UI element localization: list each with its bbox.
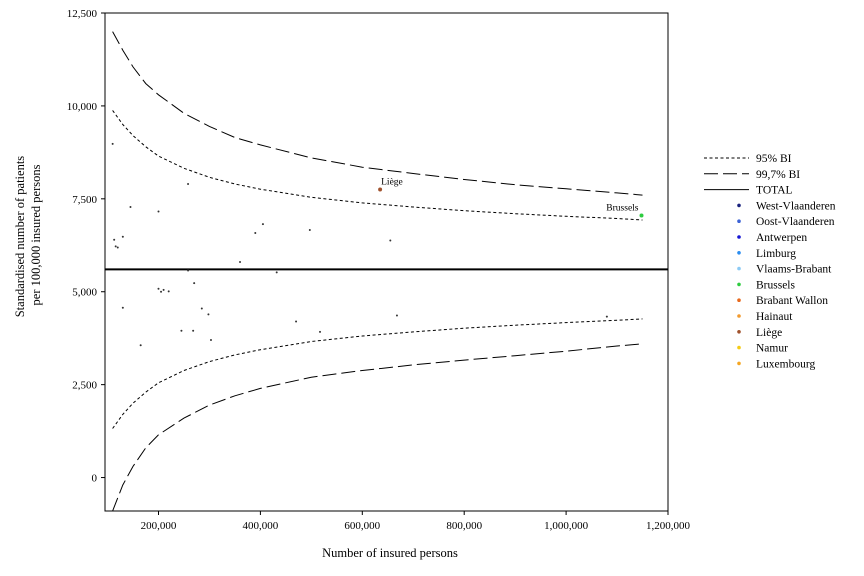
point-label: Liège: [381, 178, 403, 188]
data-point: [605, 315, 608, 318]
legend-label: Hainaut: [756, 311, 793, 323]
legend-label: Liège: [756, 327, 782, 339]
x-tick-label: 200,000: [141, 520, 177, 532]
data-point: [295, 320, 298, 323]
data-point: [187, 182, 190, 185]
highlight-point: [378, 187, 383, 192]
y-tick-label: 5,000: [72, 287, 97, 299]
legend: 95% BI 99,7% BI TOTAL West-Vlaanderen Oost-V…: [704, 153, 836, 370]
y-tick-label: 7,500: [72, 194, 97, 206]
data-point: [162, 288, 165, 291]
y-axis-label-line-2: per 100,000 insured persons: [29, 164, 43, 305]
x-axis-label: Number of insured persons: [322, 546, 458, 560]
data-point: [200, 307, 203, 310]
legend-marker: [737, 251, 741, 255]
data-point: [308, 229, 311, 232]
x-tick-label: 1,200,000: [646, 520, 691, 532]
band-997-upper: [112, 31, 643, 196]
data-point: [395, 314, 398, 317]
legend-marker: [737, 266, 741, 271]
data-point: [389, 239, 392, 242]
x-tick-label: 600,000: [344, 520, 380, 532]
data-points: [111, 142, 608, 347]
data-point: [157, 210, 160, 213]
legend-marker: [737, 330, 741, 334]
data-point: [129, 205, 132, 208]
data-point: [187, 269, 190, 272]
band-997-lower: [112, 343, 643, 512]
data-point: [113, 238, 116, 241]
band-95-lower: [112, 318, 643, 429]
plot-frame: [104, 12, 669, 512]
legend-marker: [737, 219, 741, 223]
legend-label: Brabant Wallon: [756, 295, 828, 307]
y-axis: 0 2,500 5,000 7,500 10,000 12,500: [67, 8, 105, 485]
data-point: [121, 235, 124, 238]
y-tick-label: 2,500: [72, 380, 97, 392]
data-point: [121, 306, 124, 309]
x-tick-label: 1,000,000: [544, 520, 589, 532]
y-axis-label-line-1: Standardised number of patients: [13, 156, 27, 318]
data-point: [180, 329, 183, 332]
legend-marker: [737, 314, 741, 318]
data-point: [114, 245, 117, 248]
highlight-point: [639, 213, 644, 218]
data-point: [319, 330, 322, 333]
data-point: [116, 246, 119, 249]
data-point: [209, 339, 212, 342]
data-point: [111, 142, 114, 145]
legend-label: TOTAL: [756, 185, 793, 197]
point-label: Brussels: [606, 204, 639, 214]
data-point: [275, 271, 278, 274]
y-axis-label: Standardised number of patients per 100,…: [13, 153, 43, 318]
highlighted-points: Liège Brussels: [378, 178, 644, 218]
y-tick-label: 0: [92, 473, 98, 485]
data-point: [192, 329, 195, 332]
x-tick-label: 400,000: [243, 520, 279, 532]
legend-marker: [737, 345, 741, 350]
confidence-bands: [112, 31, 643, 512]
data-point: [193, 282, 196, 285]
legend-marker: [737, 203, 741, 208]
legend-label: Oost-Vlaanderen: [756, 216, 835, 228]
legend-label: Limburg: [756, 248, 796, 260]
band-95-upper: [112, 110, 643, 221]
legend-marker: [737, 361, 741, 366]
legend-label: Brussels: [756, 279, 796, 291]
data-point: [157, 287, 160, 290]
y-tick-label: 12,500: [67, 8, 98, 20]
data-point: [261, 223, 264, 226]
legend-label: Antwerpen: [756, 232, 807, 244]
legend-marker: [737, 298, 741, 303]
legend-label: Namur: [756, 343, 788, 355]
legend-label: 95% BI: [756, 153, 792, 165]
data-point: [139, 344, 142, 347]
legend-label: 99,7% BI: [756, 169, 800, 181]
legend-label: Vlaams-Brabant: [756, 264, 832, 276]
legend-marker: [737, 282, 741, 287]
legend-marker: [737, 235, 741, 239]
data-point: [239, 261, 242, 263]
data-point: [167, 290, 170, 293]
legend-label: Luxembourg: [756, 358, 815, 370]
legend-label: West-Vlaanderen: [756, 200, 836, 212]
x-axis: 200,000 400,000 600,000 800,000 1,000,000 1,2…: [141, 511, 691, 532]
data-point: [254, 232, 257, 235]
y-tick-label: 10,000: [67, 101, 98, 113]
data-point: [160, 290, 163, 293]
data-point: [207, 313, 210, 316]
x-tick-label: 800,000: [446, 520, 482, 532]
